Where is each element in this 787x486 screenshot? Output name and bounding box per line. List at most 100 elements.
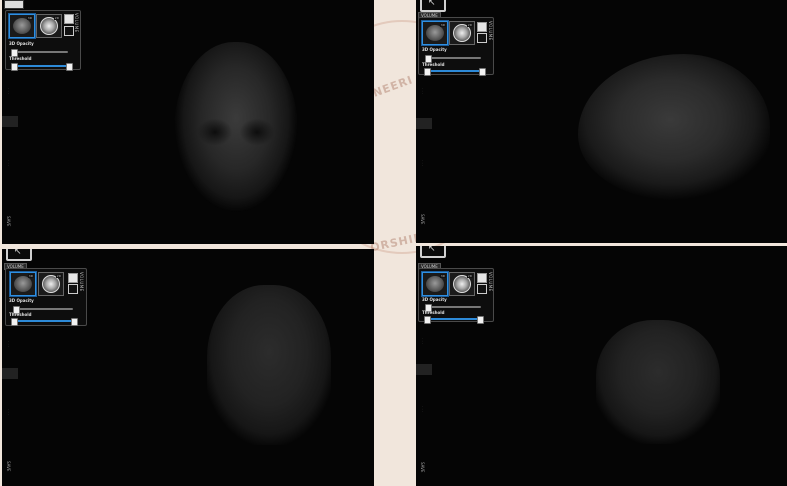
layout-toggle-icon[interactable] bbox=[477, 273, 487, 283]
viewer-pane-bottom-right[interactable]: ↖ VOLUME 3D 2D VOLUME 3D Opacity Thresho… bbox=[416, 246, 787, 486]
save-label[interactable]: SAVE bbox=[6, 216, 11, 227]
3d-view-thumbnail[interactable]: 3D bbox=[422, 272, 448, 296]
side-menu-button[interactable] bbox=[2, 116, 18, 127]
crop-tool-icon[interactable] bbox=[68, 284, 78, 294]
opacity-slider[interactable] bbox=[13, 308, 73, 310]
layout-toggle-icon[interactable] bbox=[68, 273, 78, 283]
threshold-label: Threshold bbox=[422, 310, 445, 315]
opacity-slider-handle[interactable] bbox=[11, 49, 18, 57]
volume-tab[interactable] bbox=[4, 0, 24, 9]
3d-head-icon bbox=[13, 18, 31, 34]
threshold-high-handle[interactable] bbox=[479, 68, 486, 76]
side-menu-label-2: · · · bbox=[6, 409, 11, 416]
save-label[interactable]: SAVE bbox=[420, 462, 425, 473]
back-button[interactable]: ↖ bbox=[420, 0, 446, 12]
back-arrow-icon: ↖ bbox=[428, 246, 436, 254]
brain-slice-icon bbox=[453, 24, 471, 42]
threshold-slider[interactable] bbox=[425, 70, 483, 72]
save-label[interactable]: SAVE bbox=[6, 461, 11, 472]
brain-slice-icon bbox=[453, 275, 471, 293]
2d-view-thumbnail[interactable]: 2D bbox=[36, 14, 62, 38]
thumb-tag-3d: 3D bbox=[439, 23, 446, 27]
3d-view-thumbnail[interactable]: 3D bbox=[9, 14, 35, 38]
thumb-tag-2d: 2D bbox=[466, 274, 473, 278]
layout-toggle-icon[interactable] bbox=[477, 22, 487, 32]
side-menu-label-2: · · · bbox=[6, 160, 11, 167]
volume-vertical-label: VOLUME bbox=[79, 272, 84, 292]
side-menu-label: · · · bbox=[420, 88, 425, 95]
threshold-high-handle[interactable] bbox=[71, 318, 78, 326]
opacity-slider[interactable] bbox=[425, 306, 481, 308]
threshold-low-handle[interactable] bbox=[424, 68, 431, 76]
volume-vertical-label: VOLUME bbox=[488, 21, 493, 41]
3d-view-thumbnail[interactable]: 3D bbox=[10, 272, 36, 296]
viewer-pane-top-left[interactable]: 3D 2D VOLUME 3D Opacity Threshold · · · … bbox=[2, 0, 374, 244]
side-menu-label: · · · bbox=[6, 88, 11, 95]
threshold-range-fill bbox=[13, 65, 69, 67]
3d-head-icon bbox=[426, 276, 444, 292]
crop-tool-icon[interactable] bbox=[477, 284, 487, 294]
opacity-slider-handle[interactable] bbox=[425, 304, 432, 312]
threshold-high-handle[interactable] bbox=[477, 316, 484, 324]
threshold-low-handle[interactable] bbox=[424, 316, 431, 324]
volume-vertical-label: VOLUME bbox=[488, 272, 493, 292]
volume-control-panel: 3D 2D VOLUME 3D Opacity Threshold bbox=[5, 268, 87, 326]
thumb-tag-3d: 3D bbox=[439, 274, 446, 278]
crop-tool-icon[interactable] bbox=[64, 26, 74, 36]
side-menu-label-2: · · · bbox=[420, 160, 425, 167]
opacity-label: 3D Opacity bbox=[422, 47, 447, 52]
volume-control-panel: 3D 2D VOLUME 3D Opacity Threshold bbox=[5, 10, 81, 71]
2d-view-thumbnail[interactable]: 2D bbox=[449, 272, 475, 296]
threshold-label: Threshold bbox=[9, 312, 32, 317]
opacity-slider-handle[interactable] bbox=[425, 55, 432, 63]
threshold-slider[interactable] bbox=[12, 65, 70, 67]
threshold-slider[interactable] bbox=[425, 318, 483, 320]
2d-view-thumbnail[interactable]: 2D bbox=[449, 21, 475, 45]
thumb-tag-2d: 2D bbox=[53, 16, 60, 20]
side-menu-button[interactable] bbox=[416, 364, 432, 375]
thumb-tag-3d: 3D bbox=[27, 274, 34, 278]
threshold-range-fill bbox=[426, 70, 482, 72]
side-menu-label-2: · · · bbox=[420, 406, 425, 413]
back-button[interactable]: ↖ bbox=[420, 246, 446, 258]
back-arrow-icon: ↖ bbox=[14, 249, 22, 257]
head-render-back bbox=[596, 320, 720, 444]
thumb-tag-2d: 2D bbox=[466, 23, 473, 27]
3d-view-thumbnail[interactable]: 3D bbox=[422, 21, 448, 45]
threshold-range-fill bbox=[14, 320, 74, 322]
side-menu-button[interactable] bbox=[2, 368, 18, 379]
threshold-low-handle[interactable] bbox=[11, 318, 18, 326]
opacity-label: 3D Opacity bbox=[422, 297, 447, 302]
side-menu-button[interactable] bbox=[416, 118, 432, 129]
threshold-low-handle[interactable] bbox=[11, 63, 18, 71]
opacity-label: 3D Opacity bbox=[9, 41, 34, 46]
back-button[interactable]: ↖ bbox=[6, 249, 32, 261]
crop-tool-icon[interactable] bbox=[477, 33, 487, 43]
threshold-range-fill bbox=[426, 318, 482, 320]
thumb-tag-2d: 2D bbox=[55, 274, 62, 278]
opacity-slider[interactable] bbox=[425, 57, 481, 59]
side-menu-label: · · · bbox=[420, 338, 425, 345]
layout-toggle-icon[interactable] bbox=[64, 14, 74, 24]
save-label[interactable]: SAVE bbox=[420, 214, 425, 225]
back-arrow-icon: ↖ bbox=[428, 0, 436, 8]
2d-view-thumbnail[interactable]: 2D bbox=[38, 272, 64, 296]
volume-vertical-label: VOLUME bbox=[74, 13, 79, 33]
opacity-label: 3D Opacity bbox=[9, 298, 34, 303]
viewer-pane-bottom-left[interactable]: ↖ VOLUME 3D 2D VOLUME 3D Opacity Thresho… bbox=[2, 249, 374, 486]
volume-control-panel: 3D 2D VOLUME 3D Opacity Threshold bbox=[418, 268, 494, 324]
brain-slice-icon bbox=[42, 275, 60, 293]
threshold-label: Threshold bbox=[9, 56, 32, 61]
side-menu-label: · · · bbox=[6, 341, 11, 348]
threshold-high-handle[interactable] bbox=[66, 63, 73, 71]
brain-slice-icon bbox=[40, 17, 58, 35]
threshold-label: Threshold bbox=[422, 62, 445, 67]
thumb-tag-3d: 3D bbox=[26, 16, 33, 20]
opacity-slider[interactable] bbox=[12, 51, 68, 53]
opacity-slider-handle[interactable] bbox=[13, 306, 20, 314]
threshold-slider[interactable] bbox=[13, 320, 75, 322]
3d-head-icon bbox=[426, 25, 444, 41]
viewer-pane-top-right[interactable]: ↖ VOLUME 3D 2D VOLUME 3D Opacity Thresho… bbox=[416, 0, 787, 243]
head-render-front bbox=[174, 42, 298, 212]
volume-control-panel: 3D 2D VOLUME 3D Opacity Threshold bbox=[418, 17, 494, 76]
